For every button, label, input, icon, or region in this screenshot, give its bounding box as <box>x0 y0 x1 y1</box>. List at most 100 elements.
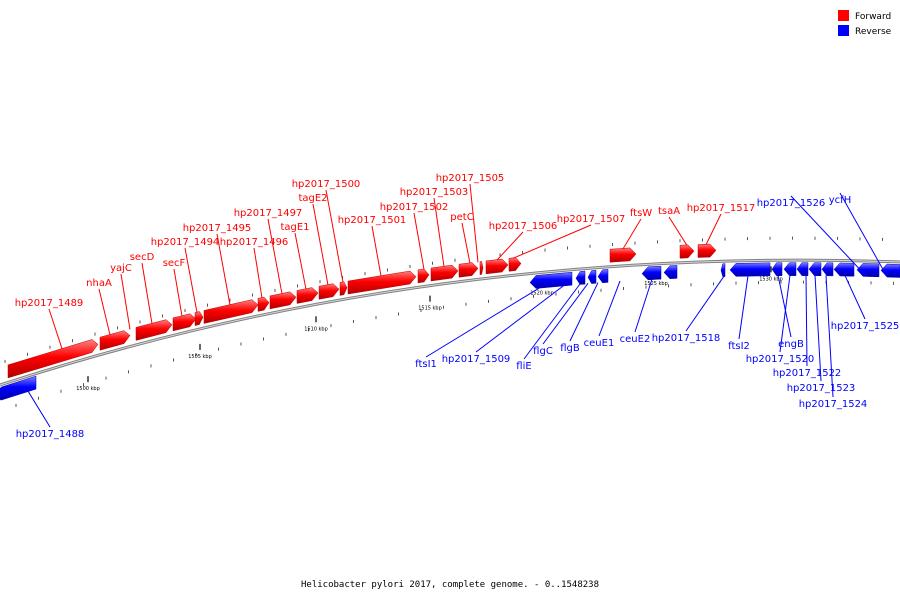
forward-gene <box>296 287 319 304</box>
label-leader-line <box>433 197 445 267</box>
forward-gene-label: secD <box>130 252 155 263</box>
reverse-gene <box>641 265 662 281</box>
forward-gene-label: hp2017_1507 <box>557 214 626 225</box>
reverse-gene-label: engB <box>778 339 804 350</box>
label-leader-line <box>634 278 653 333</box>
forward-gene <box>697 243 717 258</box>
forward-gene-label: nhaA <box>86 278 112 289</box>
legend-forward-swatch <box>838 10 849 21</box>
label-leader-line <box>48 308 63 349</box>
forward-gene-label: tsaA <box>658 206 680 217</box>
forward-gene-label: tagE1 <box>280 222 309 233</box>
label-leader-line <box>267 218 283 295</box>
label-leader-line <box>523 283 581 360</box>
label-leader-line <box>425 287 541 358</box>
reverse-gene <box>663 265 678 279</box>
reverse-gene <box>597 269 609 284</box>
label-leader-line <box>98 288 111 336</box>
forward-gene-label: hp2017_1496 <box>220 237 289 248</box>
reverse-gene-label: ycfH <box>829 195 851 206</box>
reverse-gene <box>729 262 771 277</box>
label-leader-line <box>668 216 688 246</box>
label-leader-line <box>496 231 524 261</box>
label-leader-line <box>814 275 822 382</box>
reverse-gene <box>0 375 37 401</box>
reverse-gene <box>821 262 834 277</box>
reverse-gene <box>833 262 855 277</box>
forward-gene-label: hp2017_1489 <box>15 298 84 309</box>
legend: Forward Reverse <box>838 10 892 37</box>
reverse-gene-label: hp2017_1509 <box>442 354 511 365</box>
label-leader-line <box>598 280 621 337</box>
label-leader-line <box>839 192 888 277</box>
forward-gene-label: hp2017_1500 <box>292 179 361 190</box>
forward-gene <box>417 268 430 284</box>
reverse-gene-label: hp2017_1524 <box>799 399 868 410</box>
tick-label: 1525 kbp <box>644 281 668 287</box>
reverse-gene-label: flgB <box>560 343 580 354</box>
label-leader-line <box>790 195 867 277</box>
reverse-gene-label: ceuE2 <box>620 334 651 345</box>
reverse-gene-label: hp2017_1522 <box>773 368 842 379</box>
forward-gene-label: hp2017_1495 <box>183 223 252 234</box>
label-leader-layer <box>27 183 888 428</box>
tick-label: 1530 kbp <box>759 276 783 282</box>
label-leader-line <box>371 225 382 277</box>
label-leader-line <box>216 233 231 306</box>
forward-gene-label: hp2017_1506 <box>489 221 558 232</box>
forward-gene <box>339 281 348 296</box>
reverse-gene-label: hp2017_1518 <box>652 333 721 344</box>
forward-gene-label: hp2017_1502 <box>380 202 449 213</box>
forward-gene-label: hp2017_1501 <box>338 215 407 226</box>
gene-label-layer: hp2017_1489nhaAyajCsecDsecFhp2017_1494hp… <box>15 173 900 440</box>
legend-reverse-swatch <box>838 25 849 36</box>
reverse-gene <box>796 262 809 276</box>
label-leader-line <box>705 213 722 245</box>
legend-forward-label: Forward <box>855 12 891 22</box>
label-leader-line <box>825 275 834 398</box>
label-leader-line <box>542 283 589 345</box>
label-leader-line <box>141 262 153 324</box>
reverse-gene <box>587 269 597 284</box>
forward-gene <box>269 291 297 310</box>
reverse-gene <box>720 263 726 277</box>
forward-gene-label: yajC <box>110 263 132 274</box>
label-leader-line <box>312 203 329 286</box>
label-leader-line <box>253 247 263 299</box>
forward-gene <box>318 283 340 300</box>
forward-gene-label: ftsW <box>630 208 652 219</box>
label-leader-line <box>475 284 565 353</box>
reverse-gene-label: flgC <box>533 346 553 357</box>
label-leader-line <box>461 222 471 264</box>
reverse-gene <box>529 271 573 289</box>
label-leader-line <box>325 189 344 283</box>
label-leader-line <box>844 275 866 320</box>
tick-label: 1500 kbp <box>76 386 100 392</box>
gene-layer <box>0 243 900 401</box>
forward-gene <box>485 258 509 275</box>
forward-gene <box>7 339 99 379</box>
forward-gene <box>99 330 131 351</box>
forward-gene <box>479 261 484 275</box>
reverse-gene-label: ftsI1 <box>415 359 437 370</box>
label-leader-line <box>738 275 749 340</box>
tick-label: 1515 kbp <box>418 306 442 312</box>
reverse-gene <box>808 262 822 277</box>
reverse-gene-label: hp2017_1520 <box>746 354 815 365</box>
reverse-gene <box>575 270 586 285</box>
forward-gene <box>430 264 459 282</box>
forward-gene <box>172 313 197 332</box>
legend-reverse-label: Reverse <box>855 27 892 37</box>
label-leader-line <box>569 282 599 342</box>
reverse-gene <box>783 262 797 276</box>
reverse-gene-label: hp2017_1523 <box>787 383 856 394</box>
forward-gene-label: hp2017_1517 <box>687 203 756 214</box>
label-leader-line <box>512 224 592 259</box>
forward-gene <box>257 296 270 312</box>
forward-gene <box>609 247 637 263</box>
label-leader-line <box>294 232 307 290</box>
label-leader-line <box>173 268 183 317</box>
forward-gene-label: hp2017_1497 <box>234 208 303 219</box>
tick-label: 1520 kbp <box>530 290 554 296</box>
